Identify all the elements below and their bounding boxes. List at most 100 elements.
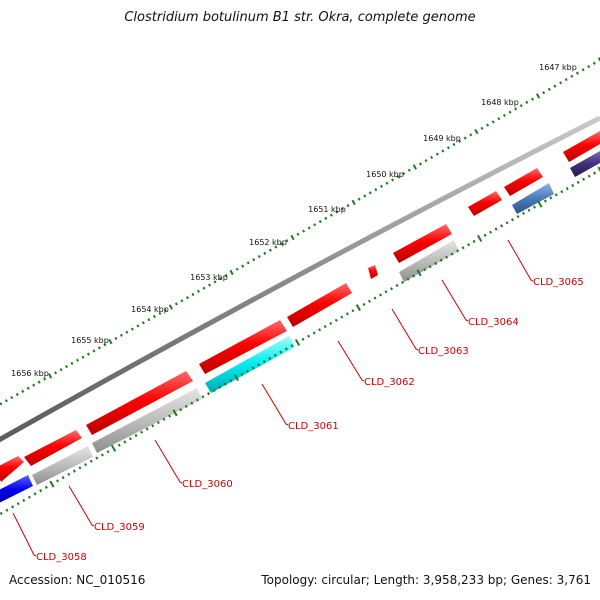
scale-tick bbox=[502, 113, 506, 117]
scale-tick bbox=[290, 344, 294, 348]
scale-tick bbox=[284, 347, 288, 351]
scale-tick bbox=[474, 128, 479, 135]
scale-tick bbox=[525, 100, 529, 105]
scale-tick bbox=[279, 350, 283, 354]
gene-feature[interactable] bbox=[512, 183, 554, 214]
kbp-scale-label: 1648 kbp bbox=[481, 98, 519, 107]
scale-tick bbox=[559, 81, 563, 85]
scale-tick bbox=[581, 68, 585, 72]
kbp-scale-label: 1651 kbp bbox=[308, 205, 346, 214]
gene-feature[interactable] bbox=[0, 475, 33, 505]
scale-tick bbox=[324, 216, 328, 220]
scale-tick bbox=[301, 337, 305, 341]
scale-tick bbox=[246, 261, 250, 265]
scale-tick bbox=[156, 420, 160, 425]
gene-feature[interactable] bbox=[0, 456, 24, 482]
scale-tick bbox=[531, 97, 534, 101]
scale-tick bbox=[575, 71, 579, 75]
gene-label-cld-3065[interactable]: CLD_3065 bbox=[533, 277, 584, 288]
scale-tick bbox=[424, 159, 428, 163]
scale-tick bbox=[384, 290, 388, 294]
scale-tick bbox=[379, 293, 382, 297]
scale-tick bbox=[340, 315, 344, 319]
kbp-scale-label: 1649 kbp bbox=[423, 134, 461, 143]
gene-feature[interactable] bbox=[32, 446, 93, 485]
scale-tick bbox=[542, 91, 546, 95]
gene-feature[interactable] bbox=[287, 283, 352, 327]
scale-tick bbox=[416, 269, 422, 277]
scale-tick bbox=[49, 480, 55, 488]
gene-feature[interactable] bbox=[368, 265, 378, 279]
gene-label-cld-3059[interactable]: CLD_3059 bbox=[94, 522, 145, 533]
scale-tick bbox=[367, 299, 371, 303]
scale-tick bbox=[483, 233, 487, 237]
scale-tick bbox=[180, 299, 184, 303]
gene-feature[interactable] bbox=[199, 320, 287, 374]
gene-label-cld-3060[interactable]: CLD_3060 bbox=[182, 479, 233, 490]
scale-tick bbox=[560, 190, 564, 194]
gene-label-cld-3062[interactable]: CLD_3062 bbox=[364, 377, 415, 388]
scale-tick bbox=[428, 265, 432, 269]
gene-feature[interactable] bbox=[86, 371, 193, 435]
scale-tick bbox=[241, 264, 245, 268]
kbp-scale-label: 1655 kbp bbox=[71, 336, 109, 345]
scale-tick bbox=[202, 286, 206, 290]
gene-label-cld-3064[interactable]: CLD_3064 bbox=[468, 317, 519, 328]
scale-tick bbox=[190, 401, 194, 405]
scale-tick bbox=[263, 251, 267, 255]
scale-tick bbox=[505, 221, 509, 225]
scale-tick bbox=[168, 414, 171, 418]
scale-tick bbox=[268, 356, 272, 361]
gene-feature[interactable] bbox=[504, 168, 543, 196]
scale-tick bbox=[390, 287, 394, 291]
scale-tick bbox=[89, 459, 93, 463]
scale-tick bbox=[430, 155, 434, 160]
scale-tick bbox=[511, 218, 514, 222]
scale-tick bbox=[285, 239, 289, 243]
scale-tick bbox=[373, 296, 377, 300]
scale-tick bbox=[445, 255, 449, 259]
scale-tick bbox=[184, 404, 188, 409]
kbp-scale-labels: 1647 kbp 1648 kbp 1649 kbp 1650 kbp 1651 kbp… bbox=[11, 63, 577, 378]
scale-tick bbox=[312, 331, 316, 335]
inner-scale-ticks bbox=[0, 166, 600, 516]
kbp-scale-label: 1652 kbp bbox=[249, 238, 287, 247]
scale-tick bbox=[419, 162, 422, 166]
scale-tick bbox=[257, 363, 261, 367]
scale-tick bbox=[554, 193, 558, 197]
scale-tick bbox=[106, 450, 110, 454]
gene-label-cld-3058[interactable]: CLD_3058 bbox=[36, 552, 87, 563]
scale-tick bbox=[363, 194, 367, 198]
scale-tick bbox=[565, 186, 569, 191]
gene-feature[interactable] bbox=[570, 151, 600, 177]
gene-feature[interactable] bbox=[563, 131, 600, 162]
scale-tick bbox=[162, 417, 166, 421]
gene-feature[interactable] bbox=[205, 336, 295, 393]
scale-tick bbox=[4, 399, 8, 403]
gene-feature[interactable] bbox=[92, 388, 202, 453]
scale-tick bbox=[103, 343, 107, 347]
scale-tick bbox=[522, 211, 525, 215]
gene-label-cld-3063[interactable]: CLD_3063 bbox=[418, 346, 469, 357]
scale-tick bbox=[346, 203, 350, 208]
gene-label-cld-3061[interactable]: CLD_3061 bbox=[288, 421, 339, 432]
scale-tick bbox=[0, 402, 3, 406]
gene-feature[interactable] bbox=[399, 240, 459, 282]
scale-tick bbox=[22, 498, 26, 502]
scale-tick bbox=[368, 191, 372, 195]
scale-tick bbox=[240, 372, 244, 377]
scale-tick bbox=[218, 385, 222, 389]
gene-feature[interactable] bbox=[468, 191, 502, 216]
scale-tick bbox=[97, 346, 101, 350]
scale-tick bbox=[26, 386, 30, 390]
scale-tick bbox=[262, 360, 266, 364]
scale-tick bbox=[16, 502, 20, 506]
scale-tick bbox=[489, 230, 493, 234]
scale-tick bbox=[195, 398, 199, 402]
gene-feature[interactable] bbox=[393, 224, 452, 263]
scale-tick bbox=[233, 374, 239, 382]
scale-tick bbox=[341, 207, 344, 211]
gene-feature[interactable] bbox=[24, 430, 82, 466]
scale-tick bbox=[134, 433, 138, 438]
scale-tick bbox=[357, 197, 361, 201]
